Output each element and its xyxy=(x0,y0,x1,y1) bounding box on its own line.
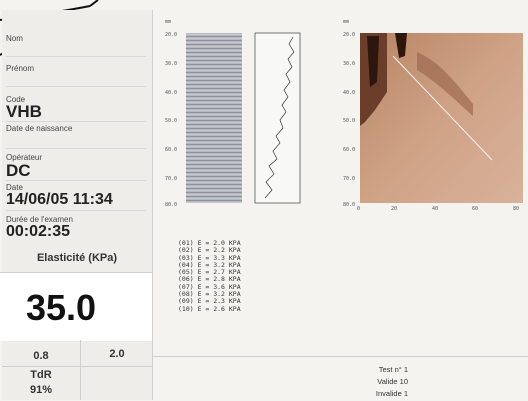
elasto-tick-50: 50.0 xyxy=(343,118,355,124)
duration-value: 00:02:35 xyxy=(6,223,71,240)
mmode-image xyxy=(186,33,242,203)
result-row: (07) E = 3.6 KPA xyxy=(178,282,241,291)
elastogram-image xyxy=(360,33,523,203)
date-value: 14/06/05 11:34 xyxy=(6,191,113,208)
nom-label: Nom xyxy=(6,34,23,43)
waveform-plot xyxy=(254,32,301,204)
dob-field: Date de naissance xyxy=(6,124,146,149)
code-label: Code xyxy=(6,95,26,104)
elastogram-slope-line xyxy=(392,55,493,161)
elasto-xtick-20: 20 xyxy=(391,206,397,212)
invalid-count: Invalide 1 xyxy=(375,389,408,398)
dob-label: Date de naissance xyxy=(6,124,73,133)
code-field: Code VHB xyxy=(6,95,146,122)
elasticity-label: Elasticité (KPa) xyxy=(36,252,118,264)
mmode-unit-label: mm xyxy=(165,19,171,25)
elasto-xtick-80: 80 xyxy=(513,206,519,212)
elasto-x-ticks: 0 20 40 60 80 xyxy=(357,206,519,212)
elastogram-dark-spot xyxy=(395,33,407,58)
result-row: (10) E = 2.6 KPA xyxy=(178,304,241,313)
prenom-field: Prénom xyxy=(6,64,146,87)
test-number: Test n° 1 xyxy=(378,365,408,374)
operator-field: Opérateur DC xyxy=(6,153,146,181)
prenom-label: Prénom xyxy=(6,64,35,73)
result-row: (06) E = 2.8 KPA xyxy=(178,275,241,284)
operator-label: Opérateur xyxy=(6,153,43,162)
code-value: VHB xyxy=(6,102,42,121)
duration-field: Durée de l'examen 00:02:35 xyxy=(6,215,146,240)
elasto-tick-40: 40.0 xyxy=(343,90,355,96)
result-row: (09) E = 2.3 KPA xyxy=(178,297,241,306)
elasto-xtick-60: 60 xyxy=(472,206,478,212)
mmode-tick-80: 80.0 xyxy=(165,202,177,208)
waveform-trace xyxy=(264,36,295,199)
mmode-tick-50: 50.0 xyxy=(165,118,177,124)
elasto-depth-ticks: 20.0 30.0 40.0 50.0 60.0 70.0 80.0 xyxy=(343,32,355,208)
result-row: (04) E = 3.2 KPA xyxy=(178,260,241,269)
elastogram-dark-streak xyxy=(367,36,379,87)
elasticity-value-box: 35.0 xyxy=(0,272,152,341)
elasto-tick-80: 80.0 xyxy=(343,202,355,208)
result-row: (02) E = 2.2 KPA xyxy=(178,246,241,255)
elasto-tick-30: 30.0 xyxy=(343,61,355,67)
elasto-xtick-0: 0 xyxy=(357,206,360,212)
plots-area: mm 20.0 30.0 40.0 50.0 60.0 70.0 80.0 mm… xyxy=(165,19,523,212)
result-row: (03) E = 3.3 KPA xyxy=(178,253,241,262)
iqr-value: 0.8 xyxy=(33,350,49,362)
test-summary-footer: Test n° 1 Valide 10 Invalide 1 xyxy=(153,356,528,401)
mmode-tick-40: 40.0 xyxy=(165,90,177,96)
date-field: Date 14/06/05 11:34 xyxy=(6,183,146,211)
tdr-value: 91% xyxy=(29,384,53,396)
elasticity-value: 35.0 xyxy=(26,287,97,328)
valid-count: Valide 10 xyxy=(377,377,408,386)
elasto-unit-label: mm xyxy=(343,19,349,25)
elasto-tick-20: 20.0 xyxy=(343,32,355,38)
elasto-tick-60: 60.0 xyxy=(343,147,355,153)
operator-value: DC xyxy=(6,161,31,180)
stats-divider-h xyxy=(2,366,152,367)
result-row: (05) E = 2.7 KPA xyxy=(178,268,241,277)
mmode-tick-30: 30.0 xyxy=(165,61,177,67)
tdr-label: TdR xyxy=(30,369,52,381)
mmode-depth-ticks: 20.0 30.0 40.0 50.0 60.0 70.0 80.0 xyxy=(165,32,177,208)
elasto-xtick-40: 40 xyxy=(432,206,438,212)
nom-field: Nom xyxy=(6,34,146,57)
elasticity-label-box: Elasticité (KPa) xyxy=(2,252,152,282)
mmode-tick-60: 60.0 xyxy=(165,147,177,153)
elasto-tick-70: 70.0 xyxy=(343,176,355,182)
result-row: (01) E = 2.0 KPA xyxy=(178,239,241,247)
stats-divider-v xyxy=(80,340,81,400)
results-list: (01) E = 2.0 KPA (02) E = 2.2 KPA (03) E… xyxy=(178,239,241,313)
result-row: (08) E = 3.2 KPA xyxy=(178,290,241,299)
mmode-tick-70: 70.0 xyxy=(165,176,177,182)
duration-label: Durée de l'examen xyxy=(6,215,73,224)
other-stat-value: 2.0 xyxy=(109,348,125,360)
elastogram-shadow xyxy=(417,52,473,116)
mmode-tick-20: 20.0 xyxy=(165,32,177,38)
date-label: Date xyxy=(6,183,23,192)
